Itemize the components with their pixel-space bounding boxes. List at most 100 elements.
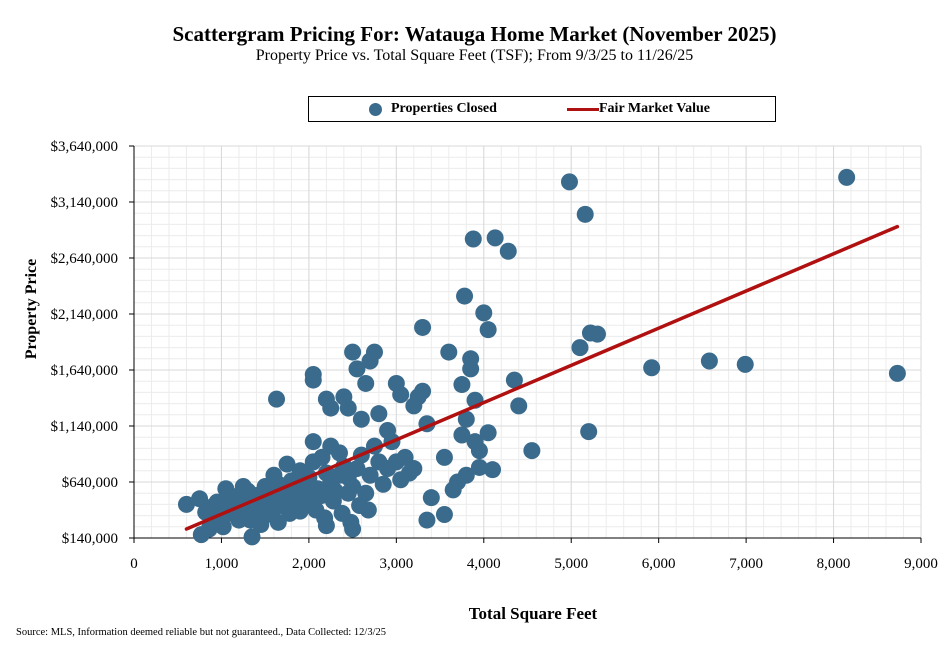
data-point [576,205,594,223]
data-point [523,442,541,460]
data-point [243,528,261,546]
chart-subtitle: Property Price vs. Total Square Feet (TS… [255,47,694,64]
data-point [453,376,471,394]
data-point [392,386,410,404]
data-point [464,230,482,248]
data-point [409,388,427,406]
data-point [330,466,348,484]
data-point [304,365,322,383]
fair-market-value-line [184,224,900,531]
x-tick-label: 3,000 [379,556,413,572]
data-point [479,424,497,442]
data-point [588,325,606,343]
data-point [484,461,502,479]
x-tick-label: 1,000 [205,556,239,572]
x-tick-label: 8,000 [817,556,851,572]
data-point [453,426,471,444]
x-axis-label: Total Square Feet [468,604,598,623]
y-tick-label: $2,640,000 [51,251,119,267]
y-tick-label: $1,640,000 [51,363,119,379]
legend-label-fair-value: Fair Market Value [599,101,710,116]
data-point [374,475,392,493]
data-point [191,490,209,508]
x-tick-label: 6,000 [642,556,676,572]
data-point [838,168,856,186]
data-point [571,339,589,357]
data-point [361,466,379,484]
data-point [252,516,270,534]
data-point [348,360,366,378]
data-point [418,511,436,529]
x-tick-label: 7,000 [729,556,763,572]
y-tick-label: $3,640,000 [51,139,119,155]
data-point [736,355,754,373]
data-point [510,397,528,415]
data-point [278,455,296,473]
y-tick-label: $2,140,000 [51,307,119,323]
data-point [479,321,497,339]
data-point [365,343,383,361]
legend-marker-fair-value [567,108,599,111]
data-point [357,374,375,392]
data-point [304,453,322,471]
data-point [352,410,370,428]
data-point [435,505,453,523]
x-tick-label: 9,000 [904,556,938,572]
data-point [230,511,248,529]
chart-legend: Properties Closed Fair Market Value [308,96,776,122]
data-point [359,501,377,519]
data-point [414,318,432,336]
data-point [888,364,906,382]
legend-label-properties: Properties Closed [391,101,497,116]
y-tick-label: $640,000 [62,475,118,491]
data-point [339,399,357,417]
chart-title: Scattergram Pricing For: Watauga Home Ma… [172,22,777,46]
data-point [291,502,309,520]
data-point [268,390,286,408]
data-point [322,399,340,417]
data-point [348,460,366,478]
data-point [344,343,362,361]
data-point [470,442,488,460]
data-point [177,495,195,513]
x-tick-label: 4,000 [467,556,501,572]
data-point [456,287,474,305]
data-point [475,304,493,322]
x-tick-label: 2,000 [292,556,326,572]
data-point [499,242,517,260]
data-point [313,486,331,504]
data-point [580,423,598,441]
data-point [462,360,480,378]
data-point [317,517,335,535]
data-point [234,477,252,495]
data-point [700,352,718,370]
x-tick-label: 0 [130,556,138,572]
data-point [444,481,462,499]
data-point [560,173,578,191]
data-point [370,405,388,423]
y-tick-label: $3,140,000 [51,195,119,211]
data-point [296,484,314,502]
data-point [457,466,475,484]
data-point [304,433,322,451]
y-tick-label: $140,000 [62,531,118,547]
data-point [505,371,523,389]
data-point [379,421,397,439]
data-point [486,229,504,247]
x-tick-label: 5,000 [554,556,588,572]
data-point [405,460,423,478]
data-point [643,359,661,377]
data-point [470,458,488,476]
source-note: Source: MLS, Information deemed reliable… [16,627,387,638]
data-point [440,343,458,361]
data-point [269,513,287,531]
plot-area [134,146,921,538]
data-point [457,410,475,428]
data-point [422,489,440,507]
data-point [214,518,232,536]
data-point [435,448,453,466]
y-tick-label: $1,140,000 [51,419,119,435]
data-point [344,520,362,538]
legend-marker-properties [369,103,382,116]
